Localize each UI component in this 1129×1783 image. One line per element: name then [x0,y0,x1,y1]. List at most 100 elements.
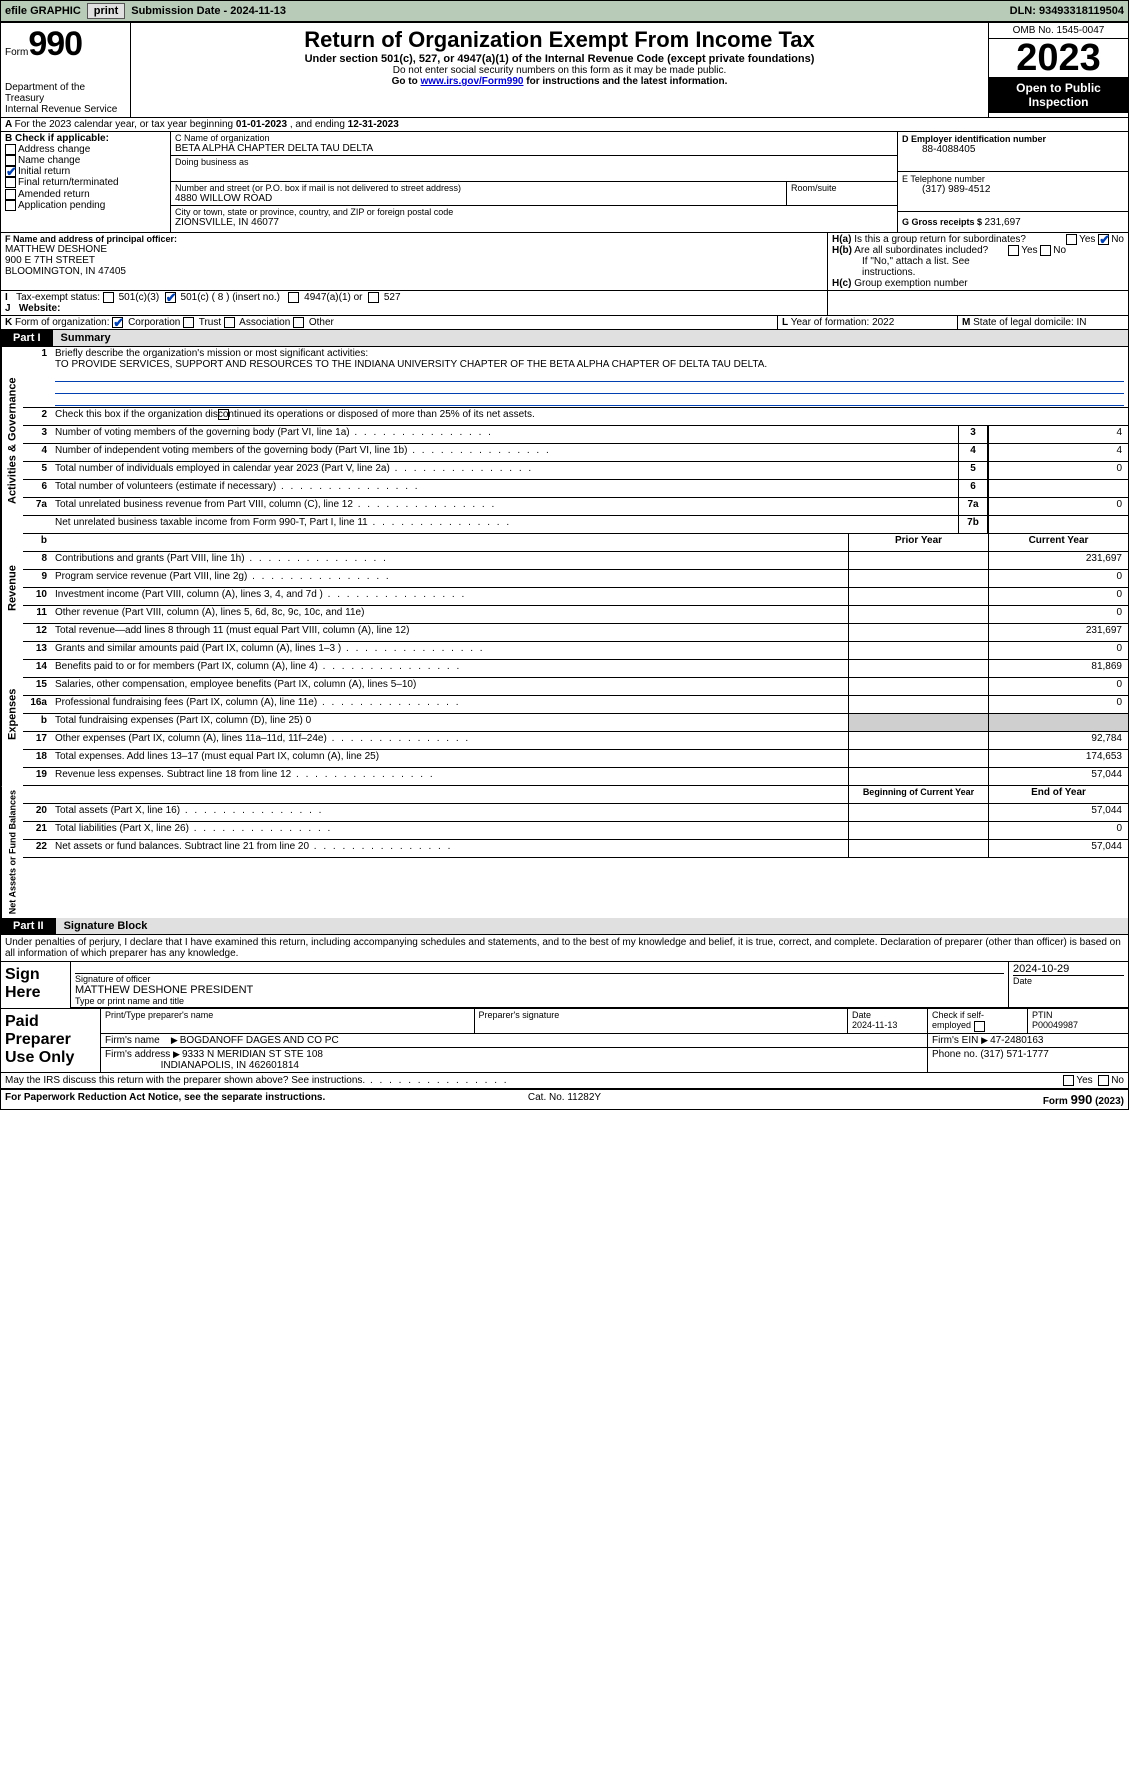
fh-block: F Name and address of principal officer:… [1,233,1128,291]
efile-label: efile GRAPHIC [5,5,81,17]
chk-other[interactable] [293,317,304,328]
cy-13: 0 [988,642,1128,659]
ptin: P00049987 [1032,1020,1078,1030]
cy-16a: 0 [988,696,1128,713]
cy-10: 0 [988,588,1128,605]
revenue-section: Revenue bPrior YearCurrent Year 8Contrib… [1,534,1128,642]
chk-address[interactable] [5,144,16,155]
chk-trust[interactable] [183,317,194,328]
part-i-header: Part I Summary [1,330,1128,347]
chk-pending[interactable] [5,200,16,211]
val-5: 0 [988,462,1128,479]
form-header: Form990 Department of the Treasury Inter… [1,23,1128,118]
section-k: K Form of organization: Corporation Trus… [1,316,778,329]
ha-no[interactable] [1098,234,1109,245]
prep-phone: (317) 571-1777 [980,1049,1048,1060]
section-i: I Tax-exempt status: 501(c)(3) 501(c) ( … [1,291,828,315]
activities-governance: Activities & Governance 1 Briefly descri… [1,347,1128,534]
hb-no[interactable] [1040,245,1051,256]
topbar: efile GRAPHIC print Submission Date - 20… [0,0,1129,22]
chk-self-emp[interactable] [974,1021,985,1032]
irs-link[interactable]: www.irs.gov/Form990 [420,76,523,87]
chk-527[interactable] [368,292,379,303]
form-title: Return of Organization Exempt From Incom… [135,27,984,53]
section-l: L Year of formation: 2022 [778,316,958,329]
cy-11: 0 [988,606,1128,623]
discuss-row: May the IRS discuss this return with the… [1,1073,1128,1089]
org-street: 4880 WILLOW ROAD [175,193,782,204]
cy-22: 57,044 [988,840,1128,857]
section-c: C Name of organization BETA ALPHA CHAPTE… [171,132,898,232]
cy-12: 231,697 [988,624,1128,641]
goto-note: Go to www.irs.gov/Form990 for instructio… [135,76,984,87]
section-b: B Check if applicable: Address change Na… [1,132,171,232]
firm-name: BOGDANOFF DAGES AND CO PC [180,1035,339,1046]
org-name: BETA ALPHA CHAPTER DELTA TAU DELTA [175,143,893,154]
discuss-no[interactable] [1098,1075,1109,1086]
chk-corp[interactable] [112,317,123,328]
paid-preparer-block: Paid Preparer Use Only Print/Type prepar… [1,1009,1128,1072]
chk-initial[interactable] [5,166,16,177]
section-h: H(a) Is this a group return for subordin… [828,233,1128,290]
firm-ein: 47-2480163 [990,1035,1043,1046]
val-6 [988,480,1128,497]
val-3: 4 [988,426,1128,443]
perjury-declaration: Under penalties of perjury, I declare th… [1,935,1128,961]
cy-17: 92,784 [988,732,1128,749]
cy-18: 174,653 [988,750,1128,767]
form-footer: For Paperwork Reduction Act Notice, see … [1,1089,1128,1109]
sign-here-block: Sign Here Signature of officer MATTHEW D… [1,961,1128,1009]
net-assets-section: Net Assets or Fund Balances Beginning of… [1,786,1128,918]
org-city: ZIONSVILLE, IN 46077 [175,217,893,228]
dept-treasury: Department of the Treasury [5,82,126,104]
cy-19: 57,044 [988,768,1128,785]
cy-14: 81,869 [988,660,1128,677]
officer-name: MATTHEW DESHONE [5,244,823,255]
sign-date: 2024-10-29 [1013,963,1124,975]
val-4: 4 [988,444,1128,461]
section-m: M State of legal domicile: IN [958,316,1128,329]
chk-501c3[interactable] [103,292,114,303]
officer-signature: MATTHEW DESHONE PRESIDENT [75,984,1004,996]
print-button[interactable]: print [87,3,125,19]
firm-addr2: INDIANAPOLIS, IN 462601814 [161,1060,299,1071]
cy-15: 0 [988,678,1128,695]
cy-9: 0 [988,570,1128,587]
chk-assoc[interactable] [224,317,235,328]
val-7b [988,516,1128,533]
bcdeg-block: B Check if applicable: Address change Na… [1,132,1128,233]
deg-col: D Employer identification number 88-4088… [898,132,1128,232]
form-word: Form [5,47,28,58]
tax-year: 2023 [989,39,1128,77]
section-a: A For the 2023 calendar year, or tax yea… [1,118,1128,132]
part-ii-header: Part II Signature Block [1,918,1128,935]
irs-label: Internal Revenue Service [5,104,126,115]
dln: DLN: 93493318119504 [1010,5,1124,17]
hb-yes[interactable] [1008,245,1019,256]
section-f: F Name and address of principal officer:… [1,233,828,290]
mission-text: TO PROVIDE SERVICES, SUPPORT AND RESOURC… [55,359,767,370]
chk-4947[interactable] [288,292,299,303]
submission-label: Submission Date - 2024-11-13 [131,5,286,17]
val-7a: 0 [988,498,1128,515]
ssn-note: Do not enter social security numbers on … [135,65,984,76]
prep-date: 2024-11-13 [852,1020,897,1030]
ein: 88-4088405 [902,144,1124,155]
cy-20: 57,044 [988,804,1128,821]
chk-final[interactable] [5,177,16,188]
form-990: Form990 Department of the Treasury Inter… [0,22,1129,1110]
ha-yes[interactable] [1066,234,1077,245]
gross-receipts: 231,697 [985,217,1021,228]
firm-addr1: 9333 N MERIDIAN ST STE 108 [182,1049,323,1060]
form-number: 990 [28,25,82,63]
discuss-yes[interactable] [1063,1075,1074,1086]
chk-discontinued[interactable] [218,409,229,420]
public-inspection: Open to Public Inspection [989,77,1128,113]
cy-8: 231,697 [988,552,1128,569]
chk-amended[interactable] [5,189,16,200]
phone: (317) 989-4512 [902,184,1124,195]
expenses-section: Expenses 13Grants and similar amounts pa… [1,642,1128,786]
chk-501c[interactable] [165,292,176,303]
form-subtitle: Under section 501(c), 527, or 4947(a)(1)… [135,53,984,65]
cy-21: 0 [988,822,1128,839]
